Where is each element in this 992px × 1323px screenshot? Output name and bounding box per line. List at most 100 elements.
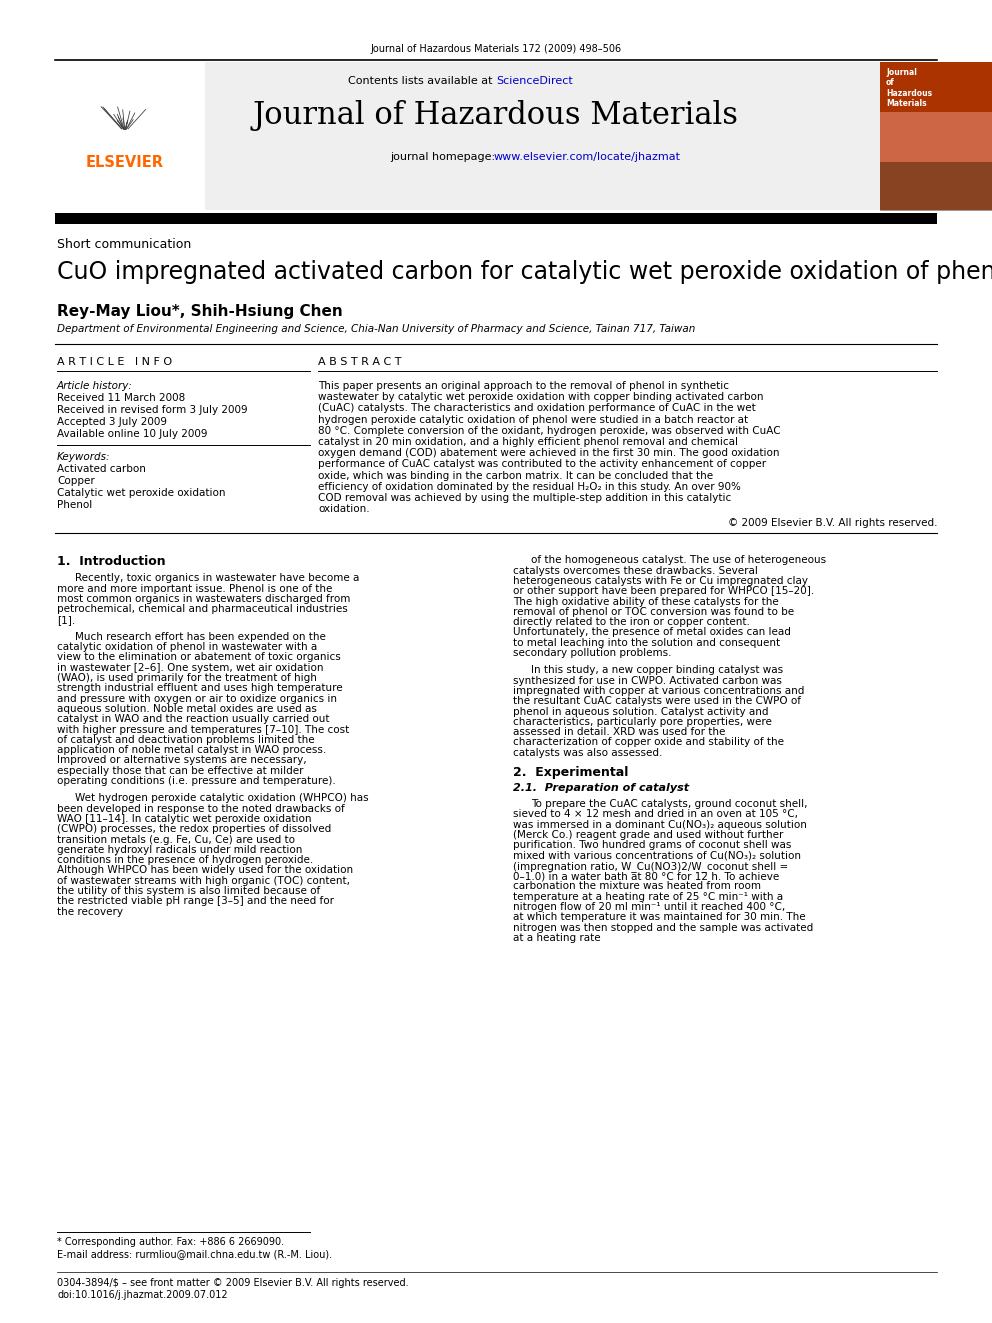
Text: Available online 10 July 2009: Available online 10 July 2009 [57,429,207,439]
Text: or other support have been prepared for WHPCO [15–20].: or other support have been prepared for … [513,586,814,597]
Text: conditions in the presence of hydrogen peroxide.: conditions in the presence of hydrogen p… [57,855,313,865]
Text: to metal leaching into the solution and consequent: to metal leaching into the solution and … [513,638,780,648]
Text: at which temperature it was maintained for 30 min. The: at which temperature it was maintained f… [513,913,806,922]
Bar [880,112,992,161]
Text: Journal
of
Hazardous
Materials: Journal of Hazardous Materials [886,67,932,108]
Text: transition metals (e.g. Fe, Cu, Ce) are used to: transition metals (e.g. Fe, Cu, Ce) are … [57,835,295,844]
Text: the resultant CuAC catalysts were used in the CWPO of: the resultant CuAC catalysts were used i… [513,696,801,706]
Text: Journal of Hazardous Materials: Journal of Hazardous Materials [253,101,739,131]
Text: Copper: Copper [57,476,95,486]
Text: © 2009 Elsevier B.V. All rights reserved.: © 2009 Elsevier B.V. All rights reserved… [727,519,937,528]
Text: 0–1.0) in a water bath at 80 °C for 12 h. To achieve: 0–1.0) in a water bath at 80 °C for 12 h… [513,872,780,881]
Text: performance of CuAC catalyst was contributed to the activity enhancement of copp: performance of CuAC catalyst was contrib… [318,459,766,470]
Text: of wastewater streams with high organic (TOC) content,: of wastewater streams with high organic … [57,876,350,886]
Text: efficiency of oxidation dominated by the residual H₂O₂ in this study. An over 90: efficiency of oxidation dominated by the… [318,482,741,492]
Text: application of noble metal catalyst in WAO process.: application of noble metal catalyst in W… [57,745,326,755]
Text: directly related to the iron or copper content.: directly related to the iron or copper c… [513,618,750,627]
Text: Received 11 March 2008: Received 11 March 2008 [57,393,186,404]
Text: ScienceDirect: ScienceDirect [496,75,572,86]
Text: Catalytic wet peroxide oxidation: Catalytic wet peroxide oxidation [57,488,225,497]
Text: E-mail address: rurmliou@mail.chna.edu.tw (R.-M. Liou).: E-mail address: rurmliou@mail.chna.edu.t… [57,1249,332,1259]
Text: assessed in detail. XRD was used for the: assessed in detail. XRD was used for the [513,728,725,737]
Text: phenol in aqueous solution. Catalyst activity and: phenol in aqueous solution. Catalyst act… [513,706,769,717]
Text: wastewater by catalytic wet peroxide oxidation with copper binding activated car: wastewater by catalytic wet peroxide oxi… [318,392,764,402]
Text: oxide, which was binding in the carbon matrix. It can be concluded that the: oxide, which was binding in the carbon m… [318,471,713,480]
Text: To prepare the CuAC catalysts, ground coconut shell,: To prepare the CuAC catalysts, ground co… [531,799,807,810]
Text: synthesized for use in CWPO. Activated carbon was: synthesized for use in CWPO. Activated c… [513,676,782,685]
Text: www.elsevier.com/locate/jhazmat: www.elsevier.com/locate/jhazmat [494,152,681,161]
Text: sieved to 4 × 12 mesh and dried in an oven at 105 °C,: sieved to 4 × 12 mesh and dried in an ov… [513,810,798,819]
Text: of the homogeneous catalyst. The use of heterogeneous: of the homogeneous catalyst. The use of … [531,556,826,565]
Text: carbonation the mixture was heated from room: carbonation the mixture was heated from … [513,881,761,892]
Text: secondary pollution problems.: secondary pollution problems. [513,648,672,658]
Text: temperature at a heating rate of 25 °C min⁻¹ with a: temperature at a heating rate of 25 °C m… [513,892,783,902]
Text: the utility of this system is also limited because of: the utility of this system is also limit… [57,886,320,896]
Text: Unfortunately, the presence of metal oxides can lead: Unfortunately, the presence of metal oxi… [513,627,791,638]
Text: (CWPO) processes, the redox properties of dissolved: (CWPO) processes, the redox properties o… [57,824,331,835]
Text: Keywords:: Keywords: [57,452,110,462]
Text: 2.  Experimental: 2. Experimental [513,766,628,779]
Text: Rey-May Liou*, Shih-Hsiung Chen: Rey-May Liou*, Shih-Hsiung Chen [57,304,343,319]
Text: A R T I C L E   I N F O: A R T I C L E I N F O [57,357,173,366]
Bar [55,62,937,210]
Text: Department of Environmental Engineering and Science, Chia-Nan University of Phar: Department of Environmental Engineering … [57,324,695,333]
Text: doi:10.1016/j.jhazmat.2009.07.012: doi:10.1016/j.jhazmat.2009.07.012 [57,1290,227,1301]
Text: In this study, a new copper binding catalyst was: In this study, a new copper binding cata… [531,665,783,676]
Text: impregnated with copper at various concentrations and: impregnated with copper at various conce… [513,687,805,696]
Text: in wastewater [2–6]. One system, wet air oxidation: in wastewater [2–6]. One system, wet air… [57,663,323,673]
Text: catalytic oxidation of phenol in wastewater with a: catalytic oxidation of phenol in wastewa… [57,642,317,652]
Text: the restricted viable pH range [3–5] and the need for: the restricted viable pH range [3–5] and… [57,897,334,906]
Text: more and more important issue. Phenol is one of the: more and more important issue. Phenol is… [57,583,332,594]
Text: (WAO), is used primarily for the treatment of high: (WAO), is used primarily for the treatme… [57,673,316,683]
Text: characterization of copper oxide and stability of the: characterization of copper oxide and sta… [513,737,784,747]
Text: [1].: [1]. [57,615,75,624]
Text: the recovery: the recovery [57,906,123,917]
Text: Short communication: Short communication [57,238,191,251]
Text: 1.  Introduction: 1. Introduction [57,556,166,569]
Text: petrochemical, chemical and pharmaceutical industries: petrochemical, chemical and pharmaceutic… [57,605,348,614]
Text: purification. Two hundred grams of coconut shell was: purification. Two hundred grams of cocon… [513,840,792,851]
Text: This paper presents an original approach to the removal of phenol in synthetic: This paper presents an original approach… [318,381,729,392]
Text: Journal of Hazardous Materials 172 (2009) 498–506: Journal of Hazardous Materials 172 (2009… [370,44,622,54]
Text: oxygen demand (COD) abatement were achieved in the first 30 min. The good oxidat: oxygen demand (COD) abatement were achie… [318,448,780,458]
Text: oxidation.: oxidation. [318,504,370,515]
Text: (impregnation ratio, W_Cu(NO3)2/W_coconut shell =: (impregnation ratio, W_Cu(NO3)2/W_coconu… [513,861,789,872]
Text: was immersed in a dominant Cu(NO₃)₂ aqueous solution: was immersed in a dominant Cu(NO₃)₂ aque… [513,820,806,830]
Text: view to the elimination or abatement of toxic organics: view to the elimination or abatement of … [57,652,340,663]
Text: heterogeneous catalysts with Fe or Cu impregnated clay: heterogeneous catalysts with Fe or Cu im… [513,576,808,586]
Text: been developed in response to the noted drawbacks of: been developed in response to the noted … [57,803,345,814]
Text: Contents lists available at: Contents lists available at [348,75,496,86]
Text: Article history:: Article history: [57,381,133,392]
Text: catalyst in WAO and the reaction usually carried out: catalyst in WAO and the reaction usually… [57,714,329,724]
Bar [880,62,992,210]
Text: COD removal was achieved by using the multiple-step addition in this catalytic: COD removal was achieved by using the mu… [318,493,731,503]
Text: Wet hydrogen peroxide catalytic oxidation (WHPCO) has: Wet hydrogen peroxide catalytic oxidatio… [75,794,369,803]
Text: (Merck Co.) reagent grade and used without further: (Merck Co.) reagent grade and used witho… [513,830,784,840]
Text: catalysts was also assessed.: catalysts was also assessed. [513,747,663,758]
Text: generate hydroxyl radicals under mild reaction: generate hydroxyl radicals under mild re… [57,845,303,855]
Text: Much research effort has been expended on the: Much research effort has been expended o… [75,632,326,642]
Text: with higher pressure and temperatures [7–10]. The cost: with higher pressure and temperatures [7… [57,725,349,734]
Bar [55,213,937,224]
Text: Although WHPCO has been widely used for the oxidation: Although WHPCO has been widely used for … [57,865,353,876]
Text: Improved or alternative systems are necessary,: Improved or alternative systems are nece… [57,755,307,766]
Text: 0304-3894/$ – see front matter © 2009 Elsevier B.V. All rights reserved.: 0304-3894/$ – see front matter © 2009 El… [57,1278,409,1289]
Text: and pressure with oxygen or air to oxidize organics in: and pressure with oxygen or air to oxidi… [57,693,337,704]
Text: WAO [11–14]. In catalytic wet peroxide oxidation: WAO [11–14]. In catalytic wet peroxide o… [57,814,311,824]
Text: catalyst in 20 min oxidation, and a highly efficient phenol removal and chemical: catalyst in 20 min oxidation, and a high… [318,437,738,447]
Text: characteristics, particularly pore properties, were: characteristics, particularly pore prope… [513,717,772,726]
Text: A B S T R A C T: A B S T R A C T [318,357,402,366]
Bar [880,161,992,210]
Text: nitrogen was then stopped and the sample was activated: nitrogen was then stopped and the sample… [513,922,813,933]
Text: at a heating rate: at a heating rate [513,933,600,943]
Text: ELSEVIER: ELSEVIER [86,155,164,169]
Text: Activated carbon: Activated carbon [57,464,146,474]
Text: aqueous solution. Noble metal oxides are used as: aqueous solution. Noble metal oxides are… [57,704,316,714]
Text: CuO impregnated activated carbon for catalytic wet peroxide oxidation of phenol: CuO impregnated activated carbon for cat… [57,261,992,284]
Text: mixed with various concentrations of Cu(NO₃)₂ solution: mixed with various concentrations of Cu(… [513,851,801,860]
Text: * Corresponding author. Fax: +886 6 2669090.: * Corresponding author. Fax: +886 6 2669… [57,1237,284,1248]
Bar [55,62,205,210]
Text: The high oxidative ability of these catalysts for the: The high oxidative ability of these cata… [513,597,779,607]
Text: hydrogen peroxide catalytic oxidation of phenol were studied in a batch reactor : hydrogen peroxide catalytic oxidation of… [318,414,748,425]
Text: journal homepage:: journal homepage: [390,152,499,161]
